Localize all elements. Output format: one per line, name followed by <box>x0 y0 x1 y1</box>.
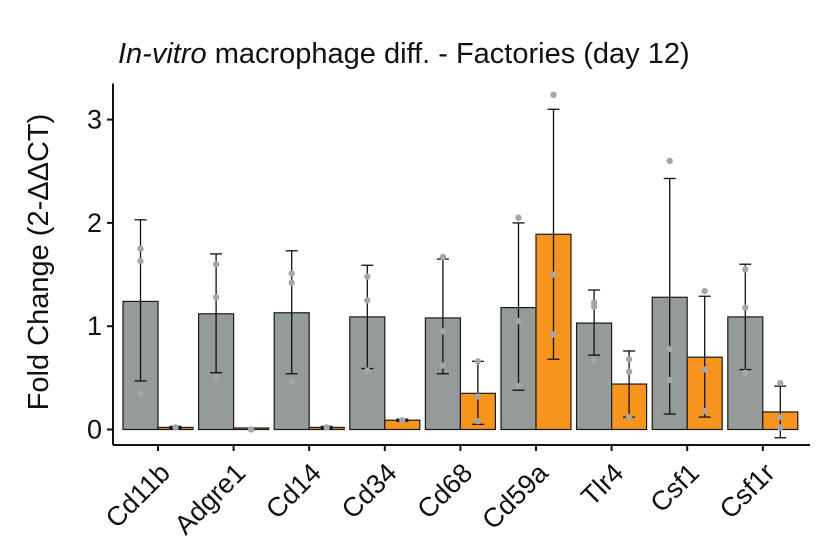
data-point-grey-cd68-3 <box>439 362 447 369</box>
data-point-grey-csf1-1 <box>666 157 673 165</box>
data-point-orange-cd68-1 <box>474 358 482 365</box>
data-point-orange-adgre1-1 <box>247 426 255 433</box>
data-point-orange-cd59a-2 <box>550 271 557 278</box>
data-point-orange-tlr4-3 <box>625 413 633 421</box>
data-point-grey-csf1r-2 <box>742 304 749 311</box>
x-tick-label-csf1r: Csf1r <box>714 458 781 525</box>
data-point-orange-tlr4-2 <box>625 368 633 375</box>
data-point-grey-csf1-3 <box>666 376 673 384</box>
data-point-orange-csf1-1 <box>701 287 708 295</box>
data-point-grey-adgre1-1 <box>212 261 220 268</box>
data-point-orange-cd59a-3 <box>550 331 557 338</box>
x-tick-label-cd11b: Cd11b <box>100 458 176 534</box>
data-point-grey-adgre1-3 <box>212 374 220 382</box>
data-point-grey-csf1-2 <box>666 345 673 353</box>
data-point-orange-csf1r-3 <box>777 424 784 431</box>
data-point-orange-csf1r-1 <box>777 379 784 387</box>
data-point-grey-cd11b-3 <box>137 390 144 397</box>
data-point-grey-cd11b-1 <box>137 245 144 252</box>
data-point-grey-tlr4-2 <box>590 303 598 310</box>
x-tick-label-cd68: Cd68 <box>411 458 478 525</box>
data-point-grey-cd34-2 <box>364 297 371 304</box>
data-point-orange-cd59a-1 <box>550 91 557 99</box>
data-point-orange-csf1-2 <box>701 366 708 373</box>
data-point-grey-csf1r-3 <box>742 369 749 376</box>
data-point-grey-cd14-3 <box>288 377 295 385</box>
data-point-grey-cd14-1 <box>288 270 295 277</box>
data-point-orange-csf1r-2 <box>777 413 784 421</box>
data-point-grey-csf1r-1 <box>742 266 749 273</box>
x-tick-label-csf1: Csf1 <box>645 458 705 518</box>
data-point-grey-cd59a-1 <box>515 214 522 221</box>
data-point-orange-cd68-2 <box>474 393 482 400</box>
data-point-grey-cd34-3 <box>364 367 371 374</box>
data-point-grey-cd68-1 <box>439 253 447 261</box>
data-point-orange-cd14-1 <box>323 424 330 431</box>
data-point-grey-cd59a-2 <box>515 317 522 325</box>
chart-title-italic: In-vitro <box>118 38 207 70</box>
data-point-grey-cd11b-2 <box>137 257 144 265</box>
y-tick-label-2: 2 <box>87 208 102 238</box>
data-point-grey-cd68-2 <box>439 328 447 335</box>
data-point-grey-adgre1-2 <box>212 294 220 301</box>
data-point-grey-tlr4-3 <box>590 357 598 364</box>
x-tick-label-cd59a: Cd59a <box>476 457 554 535</box>
data-point-orange-cd34-1 <box>399 417 406 424</box>
data-point-grey-cd14-2 <box>288 279 295 287</box>
data-point-orange-cd11b-1 <box>172 424 179 431</box>
x-tick-label-adgre1: Adgre1 <box>169 458 252 541</box>
data-point-grey-cd34-1 <box>364 273 371 280</box>
y-tick-label-1: 1 <box>87 311 102 341</box>
chart-title-rest: macrophage diff. - Factories (day 12) <box>207 38 690 70</box>
y-axis-label: Fold Change (2-ΔΔCT) <box>23 114 55 411</box>
y-tick-label-3: 3 <box>87 105 102 135</box>
x-tick-label-cd14: Cd14 <box>260 458 327 525</box>
x-tick-label-cd34: Cd34 <box>336 458 403 525</box>
data-point-orange-csf1-3 <box>701 407 708 415</box>
y-tick-label-0: 0 <box>87 415 102 445</box>
data-point-orange-cd68-3 <box>474 418 482 425</box>
data-point-orange-tlr4-1 <box>625 356 633 363</box>
x-tick-label-tlr4: Tlr4 <box>575 458 629 512</box>
chart-title: In-vitro macrophage diff. - Factories (d… <box>118 38 690 70</box>
data-point-grey-cd59a-3 <box>515 382 522 390</box>
